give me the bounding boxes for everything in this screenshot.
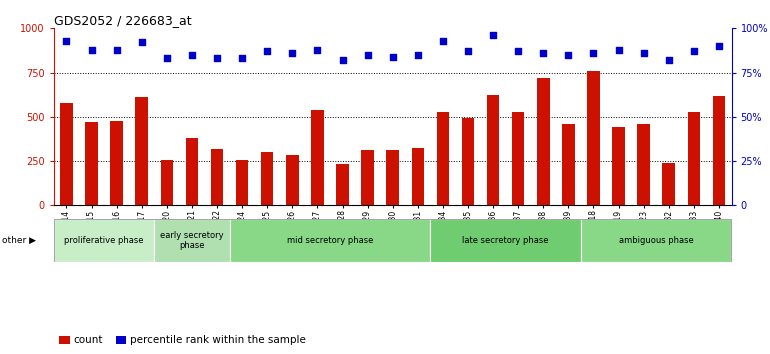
Point — [638, 50, 650, 56]
Bar — [110, 121, 123, 205]
Point — [462, 48, 474, 54]
Bar — [186, 138, 198, 205]
Bar — [588, 71, 600, 205]
Bar — [361, 149, 374, 205]
Point — [588, 50, 600, 56]
Text: ambiguous phase: ambiguous phase — [619, 236, 694, 245]
Point — [688, 48, 700, 54]
Point — [311, 47, 323, 52]
Bar — [211, 149, 223, 205]
Point — [110, 47, 122, 52]
Bar — [662, 163, 675, 205]
Point — [487, 33, 499, 38]
Bar — [229, 219, 430, 262]
Bar — [54, 219, 154, 262]
Point — [512, 48, 524, 54]
Bar — [487, 95, 500, 205]
Text: mid secretory phase: mid secretory phase — [286, 236, 373, 245]
Text: other ▶: other ▶ — [2, 236, 35, 245]
Bar — [437, 112, 449, 205]
Point — [136, 40, 148, 45]
Bar — [336, 164, 349, 205]
Point — [713, 43, 725, 49]
Bar — [537, 78, 550, 205]
Bar — [411, 148, 424, 205]
Bar — [688, 112, 700, 205]
Text: proliferative phase: proliferative phase — [65, 236, 144, 245]
Bar — [713, 96, 725, 205]
Bar — [387, 150, 399, 205]
Bar — [154, 219, 229, 262]
Bar — [85, 122, 98, 205]
Bar — [462, 118, 474, 205]
Text: late secretory phase: late secretory phase — [462, 236, 549, 245]
Bar — [612, 127, 624, 205]
Bar — [136, 97, 148, 205]
Bar — [581, 219, 732, 262]
Point — [60, 38, 72, 44]
Bar — [430, 219, 581, 262]
Bar — [60, 103, 72, 205]
Point — [261, 48, 273, 54]
Legend: count, percentile rank within the sample: count, percentile rank within the sample — [59, 335, 306, 345]
Point — [412, 52, 424, 58]
Bar — [638, 124, 650, 205]
Point — [236, 56, 248, 61]
Text: early secretory
phase: early secretory phase — [160, 231, 224, 250]
Bar — [161, 160, 173, 205]
Text: GDS2052 / 226683_at: GDS2052 / 226683_at — [54, 14, 192, 27]
Bar — [286, 155, 299, 205]
Bar — [261, 152, 273, 205]
Point — [286, 50, 299, 56]
Point — [161, 56, 173, 61]
Bar — [512, 112, 524, 205]
Point — [612, 47, 624, 52]
Point — [85, 47, 98, 52]
Point — [211, 56, 223, 61]
Bar — [562, 124, 574, 205]
Point — [437, 38, 449, 44]
Point — [663, 57, 675, 63]
Point — [537, 50, 550, 56]
Point — [361, 52, 373, 58]
Bar — [236, 160, 249, 205]
Point — [387, 54, 399, 59]
Point — [562, 52, 574, 58]
Point — [336, 57, 349, 63]
Point — [186, 52, 198, 58]
Bar — [311, 110, 323, 205]
